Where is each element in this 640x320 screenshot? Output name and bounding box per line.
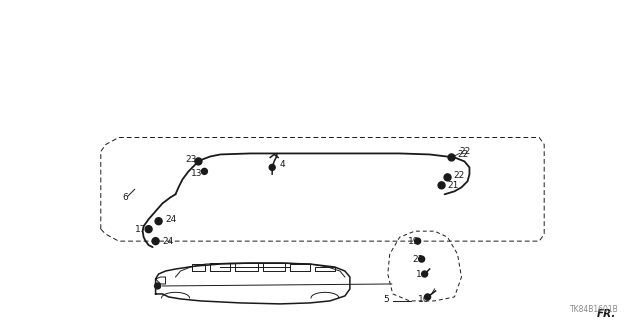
Text: 16: 16 bbox=[418, 295, 429, 304]
Circle shape bbox=[145, 226, 152, 233]
Circle shape bbox=[269, 164, 275, 170]
Text: FR.: FR. bbox=[597, 309, 616, 319]
Text: 17: 17 bbox=[134, 225, 146, 234]
Circle shape bbox=[438, 182, 445, 189]
Text: 24: 24 bbox=[163, 236, 174, 246]
Text: 4: 4 bbox=[279, 160, 285, 169]
Text: 22: 22 bbox=[454, 171, 465, 180]
Text: TK84B1601B: TK84B1601B bbox=[570, 305, 619, 314]
Text: 22: 22 bbox=[458, 150, 468, 159]
Text: 23: 23 bbox=[186, 155, 197, 164]
Circle shape bbox=[448, 154, 455, 161]
Circle shape bbox=[155, 283, 161, 289]
Circle shape bbox=[195, 158, 202, 165]
Circle shape bbox=[419, 256, 424, 262]
Text: 21: 21 bbox=[447, 181, 459, 190]
Text: 6: 6 bbox=[123, 193, 129, 202]
Text: 24: 24 bbox=[166, 215, 177, 224]
Text: 5: 5 bbox=[384, 295, 390, 304]
Text: 13: 13 bbox=[191, 169, 202, 178]
Circle shape bbox=[444, 174, 451, 181]
Circle shape bbox=[155, 218, 162, 225]
Circle shape bbox=[422, 271, 428, 277]
Circle shape bbox=[415, 238, 420, 244]
Text: 22: 22 bbox=[460, 147, 471, 156]
Text: 19: 19 bbox=[408, 236, 419, 246]
Text: 1: 1 bbox=[415, 269, 421, 278]
Circle shape bbox=[152, 238, 159, 244]
Circle shape bbox=[424, 294, 431, 300]
Text: 21: 21 bbox=[413, 255, 424, 264]
Circle shape bbox=[202, 168, 207, 174]
